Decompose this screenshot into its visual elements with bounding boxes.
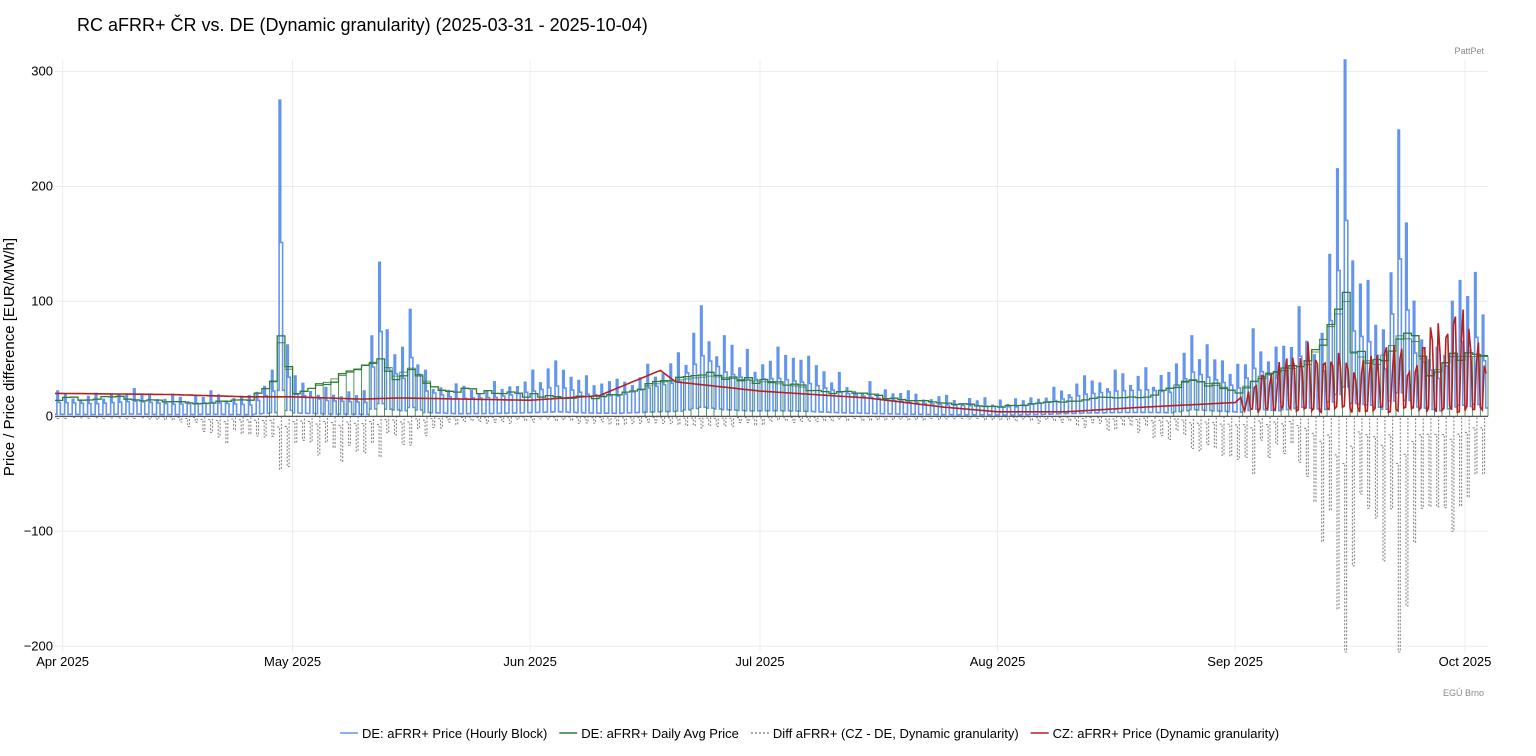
x-tick-label: Sep 2025	[1207, 654, 1263, 669]
y-tick-label: −100	[24, 523, 53, 538]
cz-price-line	[55, 309, 1487, 415]
legend-item: DE: aFRR+ Price (Hourly Block)	[340, 726, 547, 741]
series-cz-price	[55, 309, 1487, 415]
x-tick-label: Jun 2025	[503, 654, 557, 669]
series-layer	[55, 59, 1489, 653]
y-axis-label: Price / Price difference [EUR/MW/h]	[1, 238, 18, 476]
grid-lines	[55, 60, 1488, 652]
chart-title: RC aFRR+ ČR vs. DE (Dynamic granularity)…	[77, 14, 648, 35]
de-hourly-line	[55, 59, 1488, 416]
legend-item: Diff aFRR+ (CZ - DE, Dynamic granularity…	[750, 726, 1019, 741]
y-tick-label: 200	[31, 178, 53, 193]
legend-label: CZ: aFRR+ Price (Dynamic granularity)	[1053, 726, 1279, 741]
legend-label: Diff aFRR+ (CZ - DE, Dynamic granularity…	[773, 726, 1019, 741]
legend-label: DE: aFRR+ Price (Hourly Block)	[362, 726, 547, 741]
x-tick-label: Jul 2025	[735, 654, 784, 669]
diff-line	[55, 415, 1488, 653]
watermark-bottom: EGÚ Brno	[1443, 688, 1484, 698]
y-tick-label: 0	[46, 408, 53, 423]
y-tick-label: −200	[24, 638, 53, 653]
watermark-top: PattPet	[1454, 46, 1484, 56]
series-diff	[55, 415, 1488, 653]
legend-item: DE: aFRR+ Daily Avg Price	[559, 726, 739, 741]
x-tick-label: Aug 2025	[970, 654, 1026, 669]
y-tick-label: 300	[31, 63, 53, 78]
series-de-hourly-block	[55, 59, 1488, 416]
legend-label: DE: aFRR+ Daily Avg Price	[581, 726, 739, 741]
legend-item: CZ: aFRR+ Price (Dynamic granularity)	[1030, 726, 1279, 741]
x-tick-label: May 2025	[264, 654, 321, 669]
y-tick-label: 100	[31, 293, 53, 308]
x-tick-label: Apr 2025	[36, 654, 89, 669]
legend: DE: aFRR+ Price (Hourly Block) DE: aFRR+ …	[340, 726, 1279, 741]
x-tick-label: Oct 2025	[1439, 654, 1492, 669]
